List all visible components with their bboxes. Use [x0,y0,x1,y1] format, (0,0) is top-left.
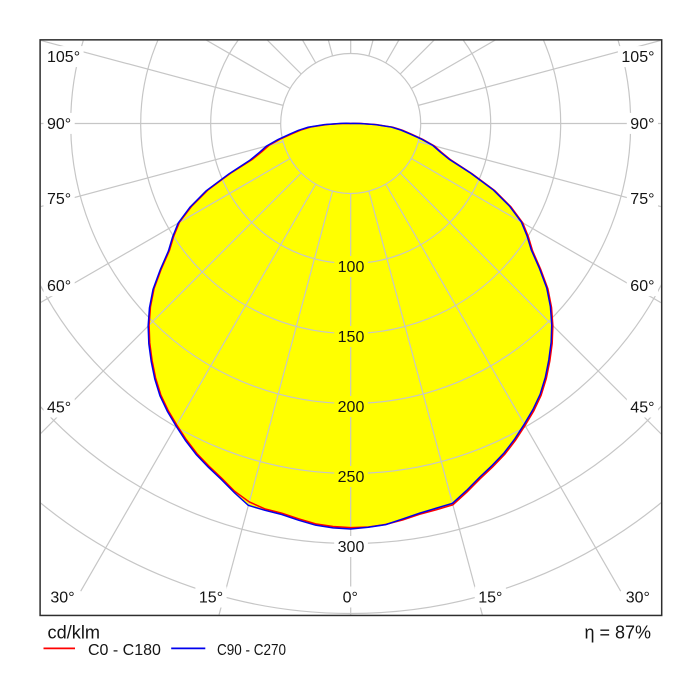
svg-text:15°: 15° [478,590,502,607]
svg-text:200: 200 [338,399,365,416]
svg-text:75°: 75° [630,191,654,208]
svg-text:100: 100 [338,259,365,276]
svg-text:105°: 105° [47,49,80,66]
svg-text:60°: 60° [47,278,71,295]
svg-text:250: 250 [338,469,365,486]
svg-text:15°: 15° [199,590,223,607]
svg-text:0°: 0° [343,590,358,607]
svg-text:75°: 75° [47,191,71,208]
svg-text:60°: 60° [630,278,654,295]
svg-text:105°: 105° [621,49,654,66]
svg-text:300: 300 [338,539,365,556]
svg-text:90°: 90° [47,116,71,133]
svg-text:C90 - C270: C90 - C270 [217,642,286,659]
svg-text:cd/klm: cd/klm [48,623,101,643]
svg-text:150: 150 [338,329,365,346]
svg-text:45°: 45° [47,400,71,417]
svg-text:45°: 45° [630,400,654,417]
svg-text:C0 - C180: C0 - C180 [88,642,161,659]
svg-text:90°: 90° [630,116,654,133]
svg-text:30°: 30° [50,590,74,607]
svg-text:η = 87%: η = 87% [584,623,651,643]
svg-text:30°: 30° [626,590,650,607]
